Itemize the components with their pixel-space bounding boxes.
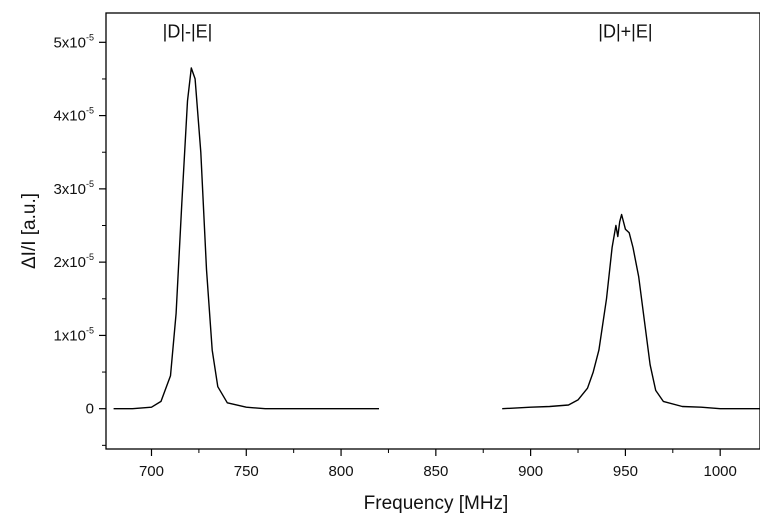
spectrum-line: [113, 67, 379, 410]
annotation-layer: |D|-|E| |D|+|E|: [163, 21, 653, 41]
x-tick-label: 950: [613, 463, 638, 480]
y-tick-label-base: 3x10: [53, 181, 86, 198]
spectrum-line: [502, 213, 760, 410]
y-tick-label-exponent: -5: [86, 252, 94, 262]
x-tick-label: 700: [139, 463, 164, 480]
y-tick-label-base: 2x10: [53, 254, 86, 271]
y-tick-label-exponent: -5: [86, 32, 94, 42]
plot-frame: [105, 12, 760, 450]
y-tick-label-exponent: -5: [86, 179, 94, 189]
series-layer: [113, 67, 760, 410]
peak-annotation: |D|-|E|: [163, 21, 213, 41]
peak-annotation: |D|+|E|: [598, 21, 652, 41]
y-tick-label-base: 4x10: [53, 108, 86, 125]
x-axis-title: Frequency [MHz]: [364, 493, 509, 514]
x-tick-label: 850: [423, 463, 448, 480]
y-tick-label: 3x10-5: [53, 179, 94, 198]
y-tick-label-exponent: -5: [86, 325, 94, 335]
y-tick-label: 2x10-5: [53, 252, 94, 271]
y-tick-label-base: 1x10: [53, 327, 86, 344]
y-tick-label: 5x10-5: [53, 32, 94, 51]
x-tick-label: 750: [234, 463, 259, 480]
y-tick-label-base: 0: [86, 401, 94, 418]
x-axis: 700 750 800 850 900 950 1000: [139, 449, 737, 480]
x-tick-label: 800: [329, 463, 354, 480]
y-tick-label: 0: [86, 401, 94, 418]
y-tick-label: 1x10-5: [53, 325, 94, 344]
y-axis-title: ΔI/I [a.u.]: [19, 193, 40, 269]
x-tick-label: 1000: [704, 463, 737, 480]
y-tick-label: 4x10-5: [53, 106, 94, 125]
y-tick-label-base: 5x10: [53, 34, 86, 51]
x-tick-label: 900: [518, 463, 543, 480]
y-tick-label-exponent: -5: [86, 106, 94, 116]
